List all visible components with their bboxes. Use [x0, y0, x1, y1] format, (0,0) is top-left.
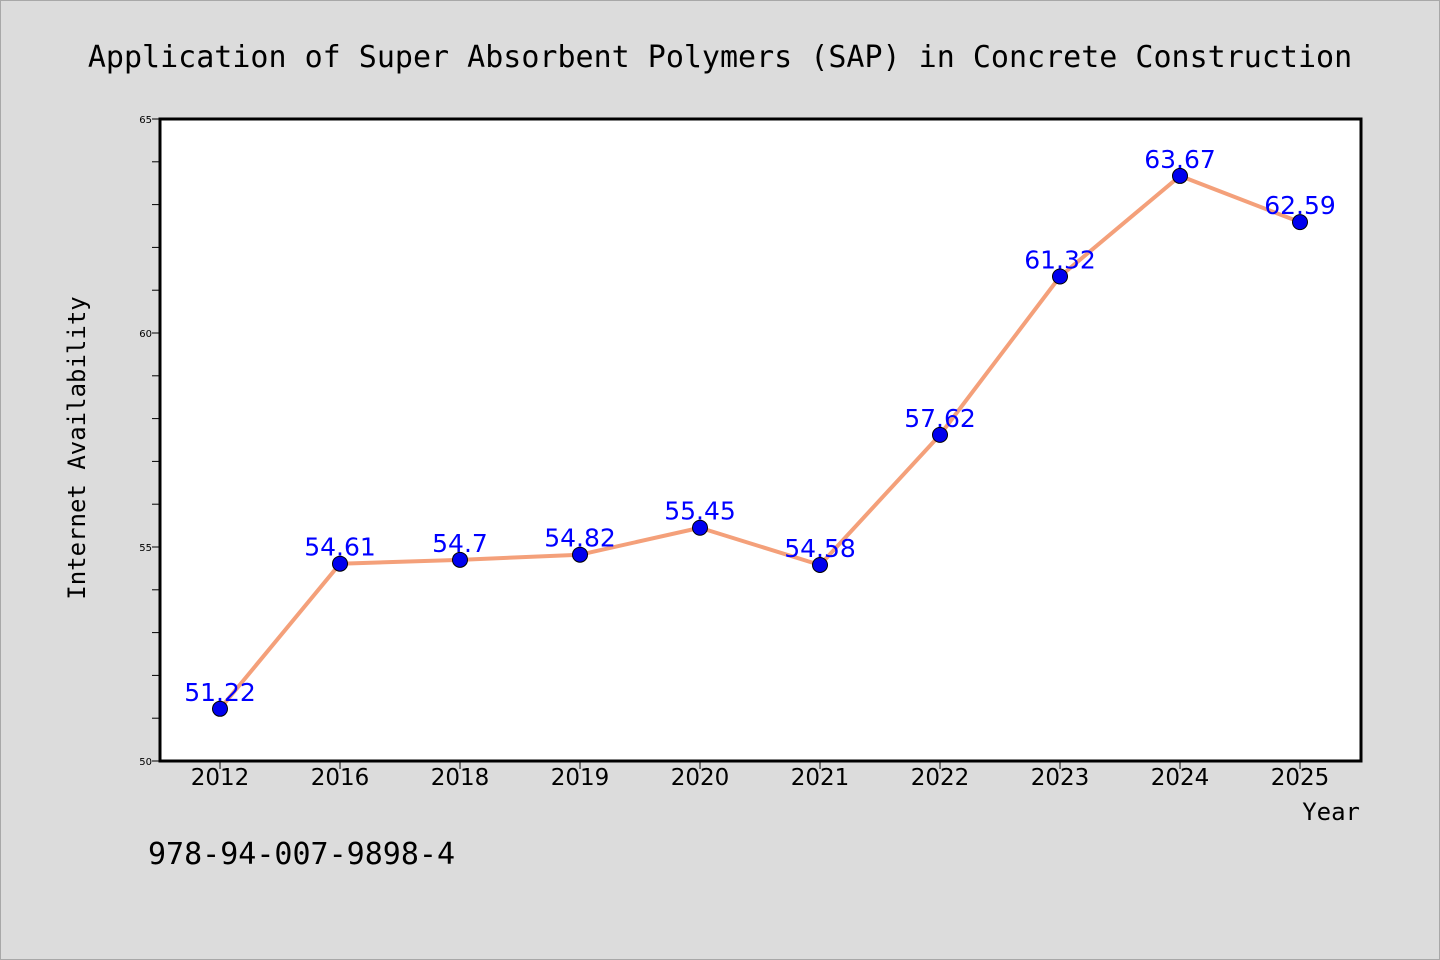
y-tick-label: 50: [139, 757, 152, 768]
data-point: [932, 426, 948, 443]
data-point: [572, 546, 588, 563]
data-point: [692, 519, 708, 536]
data-label: 55.45: [664, 497, 736, 526]
x-tick-label: 2022: [911, 765, 970, 791]
data-point: [212, 700, 228, 717]
data-point: [1172, 167, 1188, 184]
x-tick-label: 2024: [1151, 765, 1210, 791]
data-point: [332, 555, 348, 572]
data-point: [452, 551, 468, 568]
series-line: [218, 173, 1301, 711]
data-label: 54.61: [304, 533, 376, 562]
data-label: 61.32: [1024, 246, 1096, 275]
plot-area: [158, 117, 1363, 763]
y-axis: 50 55 60 65: [139, 115, 160, 768]
y-axis-title: Internet Availability: [63, 296, 91, 599]
y-tick-label: 60: [139, 329, 152, 340]
data-label: 62.59: [1264, 191, 1336, 220]
data-point: [812, 556, 828, 573]
data-label: 57.62: [904, 404, 976, 433]
y-tick-label: 55: [139, 543, 152, 554]
series-markers: [212, 167, 1308, 717]
data-labels: 51.22 54.61 54.7 54.82 55.45 54.58 57.62 61.32 6…: [184, 145, 1336, 707]
y-tick-label: 65: [139, 115, 152, 126]
isbn-text: 978-94-007-9898-4: [148, 837, 455, 872]
data-label: 54.58: [784, 534, 856, 563]
x-tick-label: 2019: [551, 765, 610, 791]
x-tick-label: 2018: [431, 765, 490, 791]
data-label: 63.67: [1144, 145, 1216, 174]
x-tick-label: 2016: [311, 765, 370, 791]
x-tick-label: 2020: [671, 765, 730, 791]
data-label: 54.7: [432, 529, 488, 558]
x-tick-label: 2025: [1271, 765, 1330, 791]
data-label: 54.82: [544, 524, 616, 553]
x-tick-label: 2021: [791, 765, 850, 791]
data-point: [1292, 214, 1308, 231]
x-tick-label: 2012: [191, 765, 250, 791]
data-point: [1052, 268, 1068, 285]
x-axis: 2012 2016 2018 2019 2020 2021 2022 2023 2024 2025: [191, 761, 1330, 791]
chart-title: Application of Super Absorbent Polymers …: [88, 40, 1352, 75]
x-axis-title: Year: [1302, 798, 1360, 826]
x-tick-label: 2023: [1031, 765, 1090, 791]
data-label: 51.22: [184, 678, 256, 707]
